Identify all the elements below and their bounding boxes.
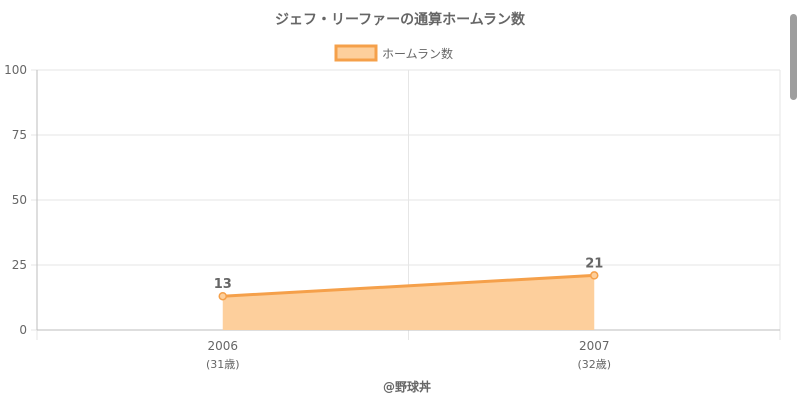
y-tick-label: 25 bbox=[12, 258, 27, 272]
data-point bbox=[218, 291, 227, 301]
series-area-fill bbox=[222, 275, 595, 330]
y-tick-label: 0 bbox=[19, 323, 27, 337]
y-tick-label: 50 bbox=[12, 193, 27, 207]
data-point bbox=[590, 271, 599, 280]
series-line bbox=[222, 273, 595, 298]
x-tick-label: 2007 bbox=[579, 339, 610, 353]
vertical-scrollbar[interactable] bbox=[790, 14, 797, 100]
data-labels: 13 21 bbox=[214, 256, 604, 292]
chart-title: ジェフ・リーファーの通算ホームラン数 bbox=[275, 11, 526, 28]
legend-label[interactable]: ホームラン数 bbox=[382, 46, 453, 61]
x-tick-sublabel: (32歳) bbox=[577, 358, 611, 371]
x-tick-sublabel: (31歳) bbox=[206, 358, 240, 371]
y-tick-label: 75 bbox=[12, 128, 27, 142]
x-tick-label: 2006 bbox=[207, 339, 238, 353]
data-label: 13 bbox=[214, 277, 232, 292]
series-area bbox=[218, 271, 599, 330]
y-tick-label: 100 bbox=[4, 63, 27, 77]
legend-swatch[interactable] bbox=[334, 44, 378, 62]
footer-credit: @野球丼 bbox=[383, 379, 431, 394]
data-label: 21 bbox=[585, 256, 603, 271]
